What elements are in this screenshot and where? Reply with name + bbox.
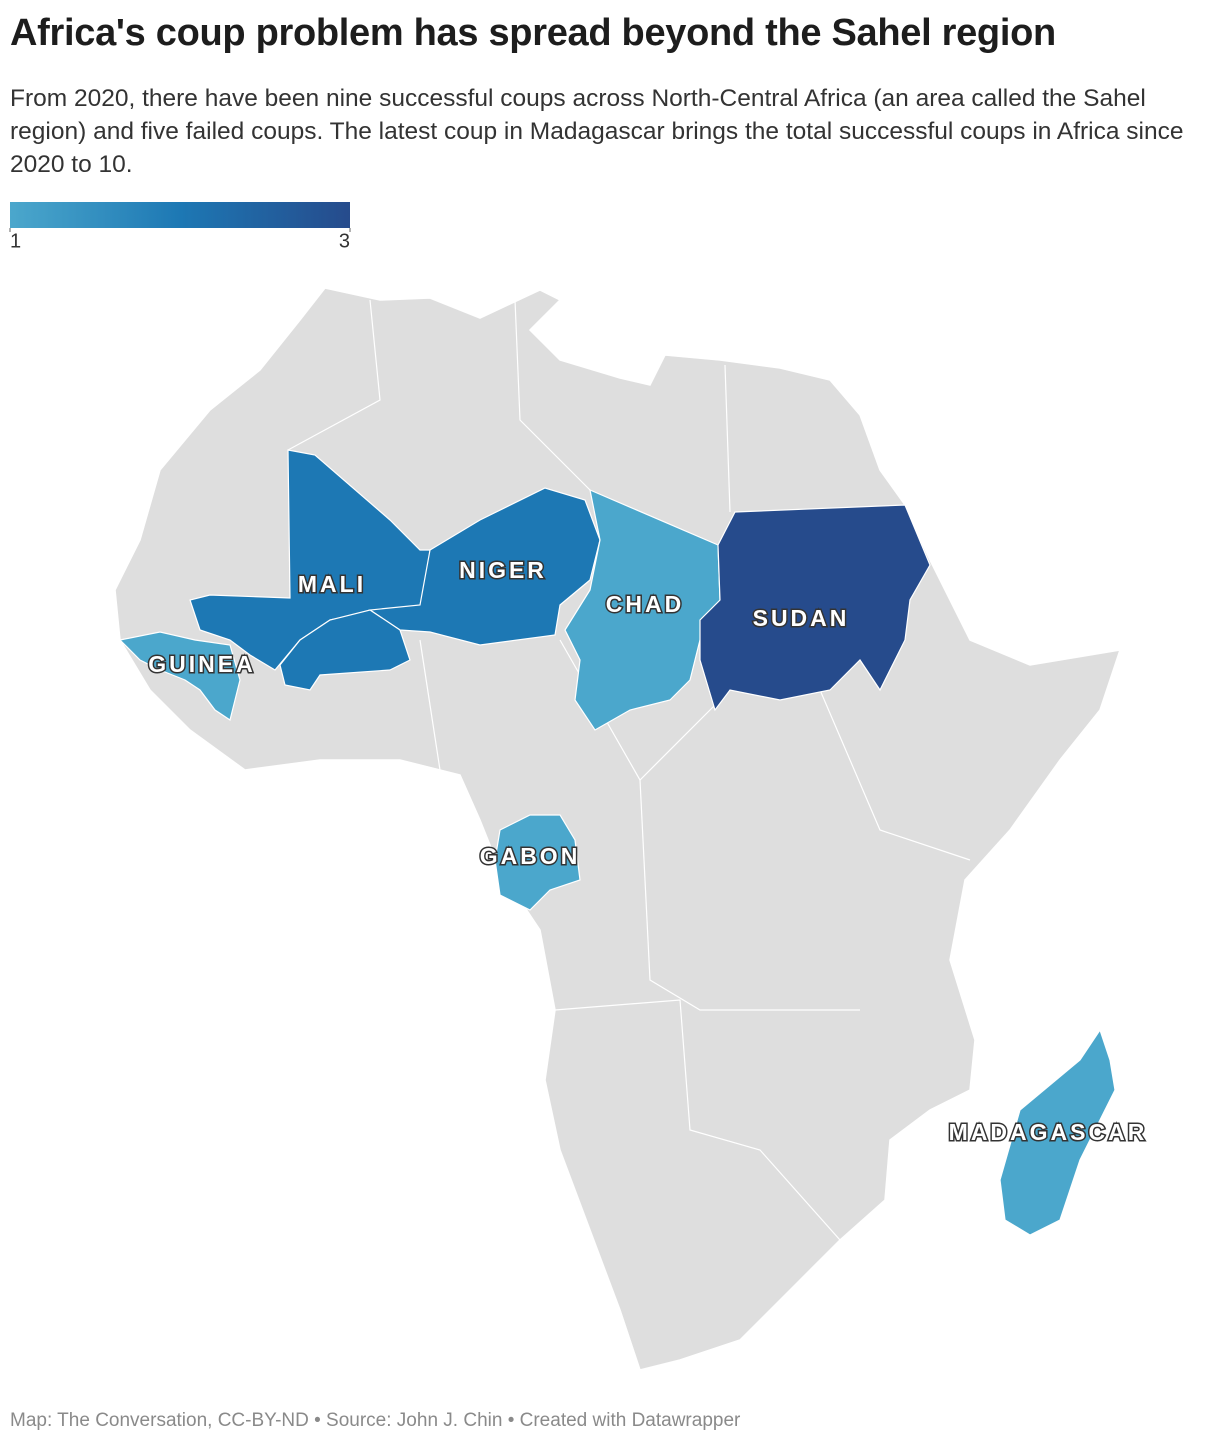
map: 1 3 MALI NIGER CHAD SUDAN GUINEA GABON MADAGASCA… <box>9 202 1148 1371</box>
borders <box>287 299 971 1241</box>
country <box>494 814 581 911</box>
country-label: MALI <box>298 571 366 597</box>
country-label: SUDAN <box>753 605 850 631</box>
country-label: CHAD <box>606 591 684 617</box>
legend-tick-label: 1 <box>10 231 21 253</box>
country <box>699 504 931 712</box>
country-label: GUINEA <box>148 651 255 677</box>
country <box>118 631 241 721</box>
country-label: GABON <box>480 843 581 869</box>
footer: Map: The Conversation, CC-BY-ND • Source… <box>10 1410 741 1431</box>
country <box>279 609 411 691</box>
chart-title: Africa's coup problem has spread beyond … <box>10 12 1056 54</box>
legend-gradient <box>10 202 350 228</box>
country-label: MADAGASCAR <box>949 1119 1148 1145</box>
legend-tick-label: 3 <box>339 231 350 253</box>
country <box>999 1028 1116 1236</box>
country-label: NIGER <box>459 557 547 583</box>
land <box>114 287 1122 1371</box>
chart-subtitle: From 2020, there have been nine successf… <box>10 85 1184 178</box>
